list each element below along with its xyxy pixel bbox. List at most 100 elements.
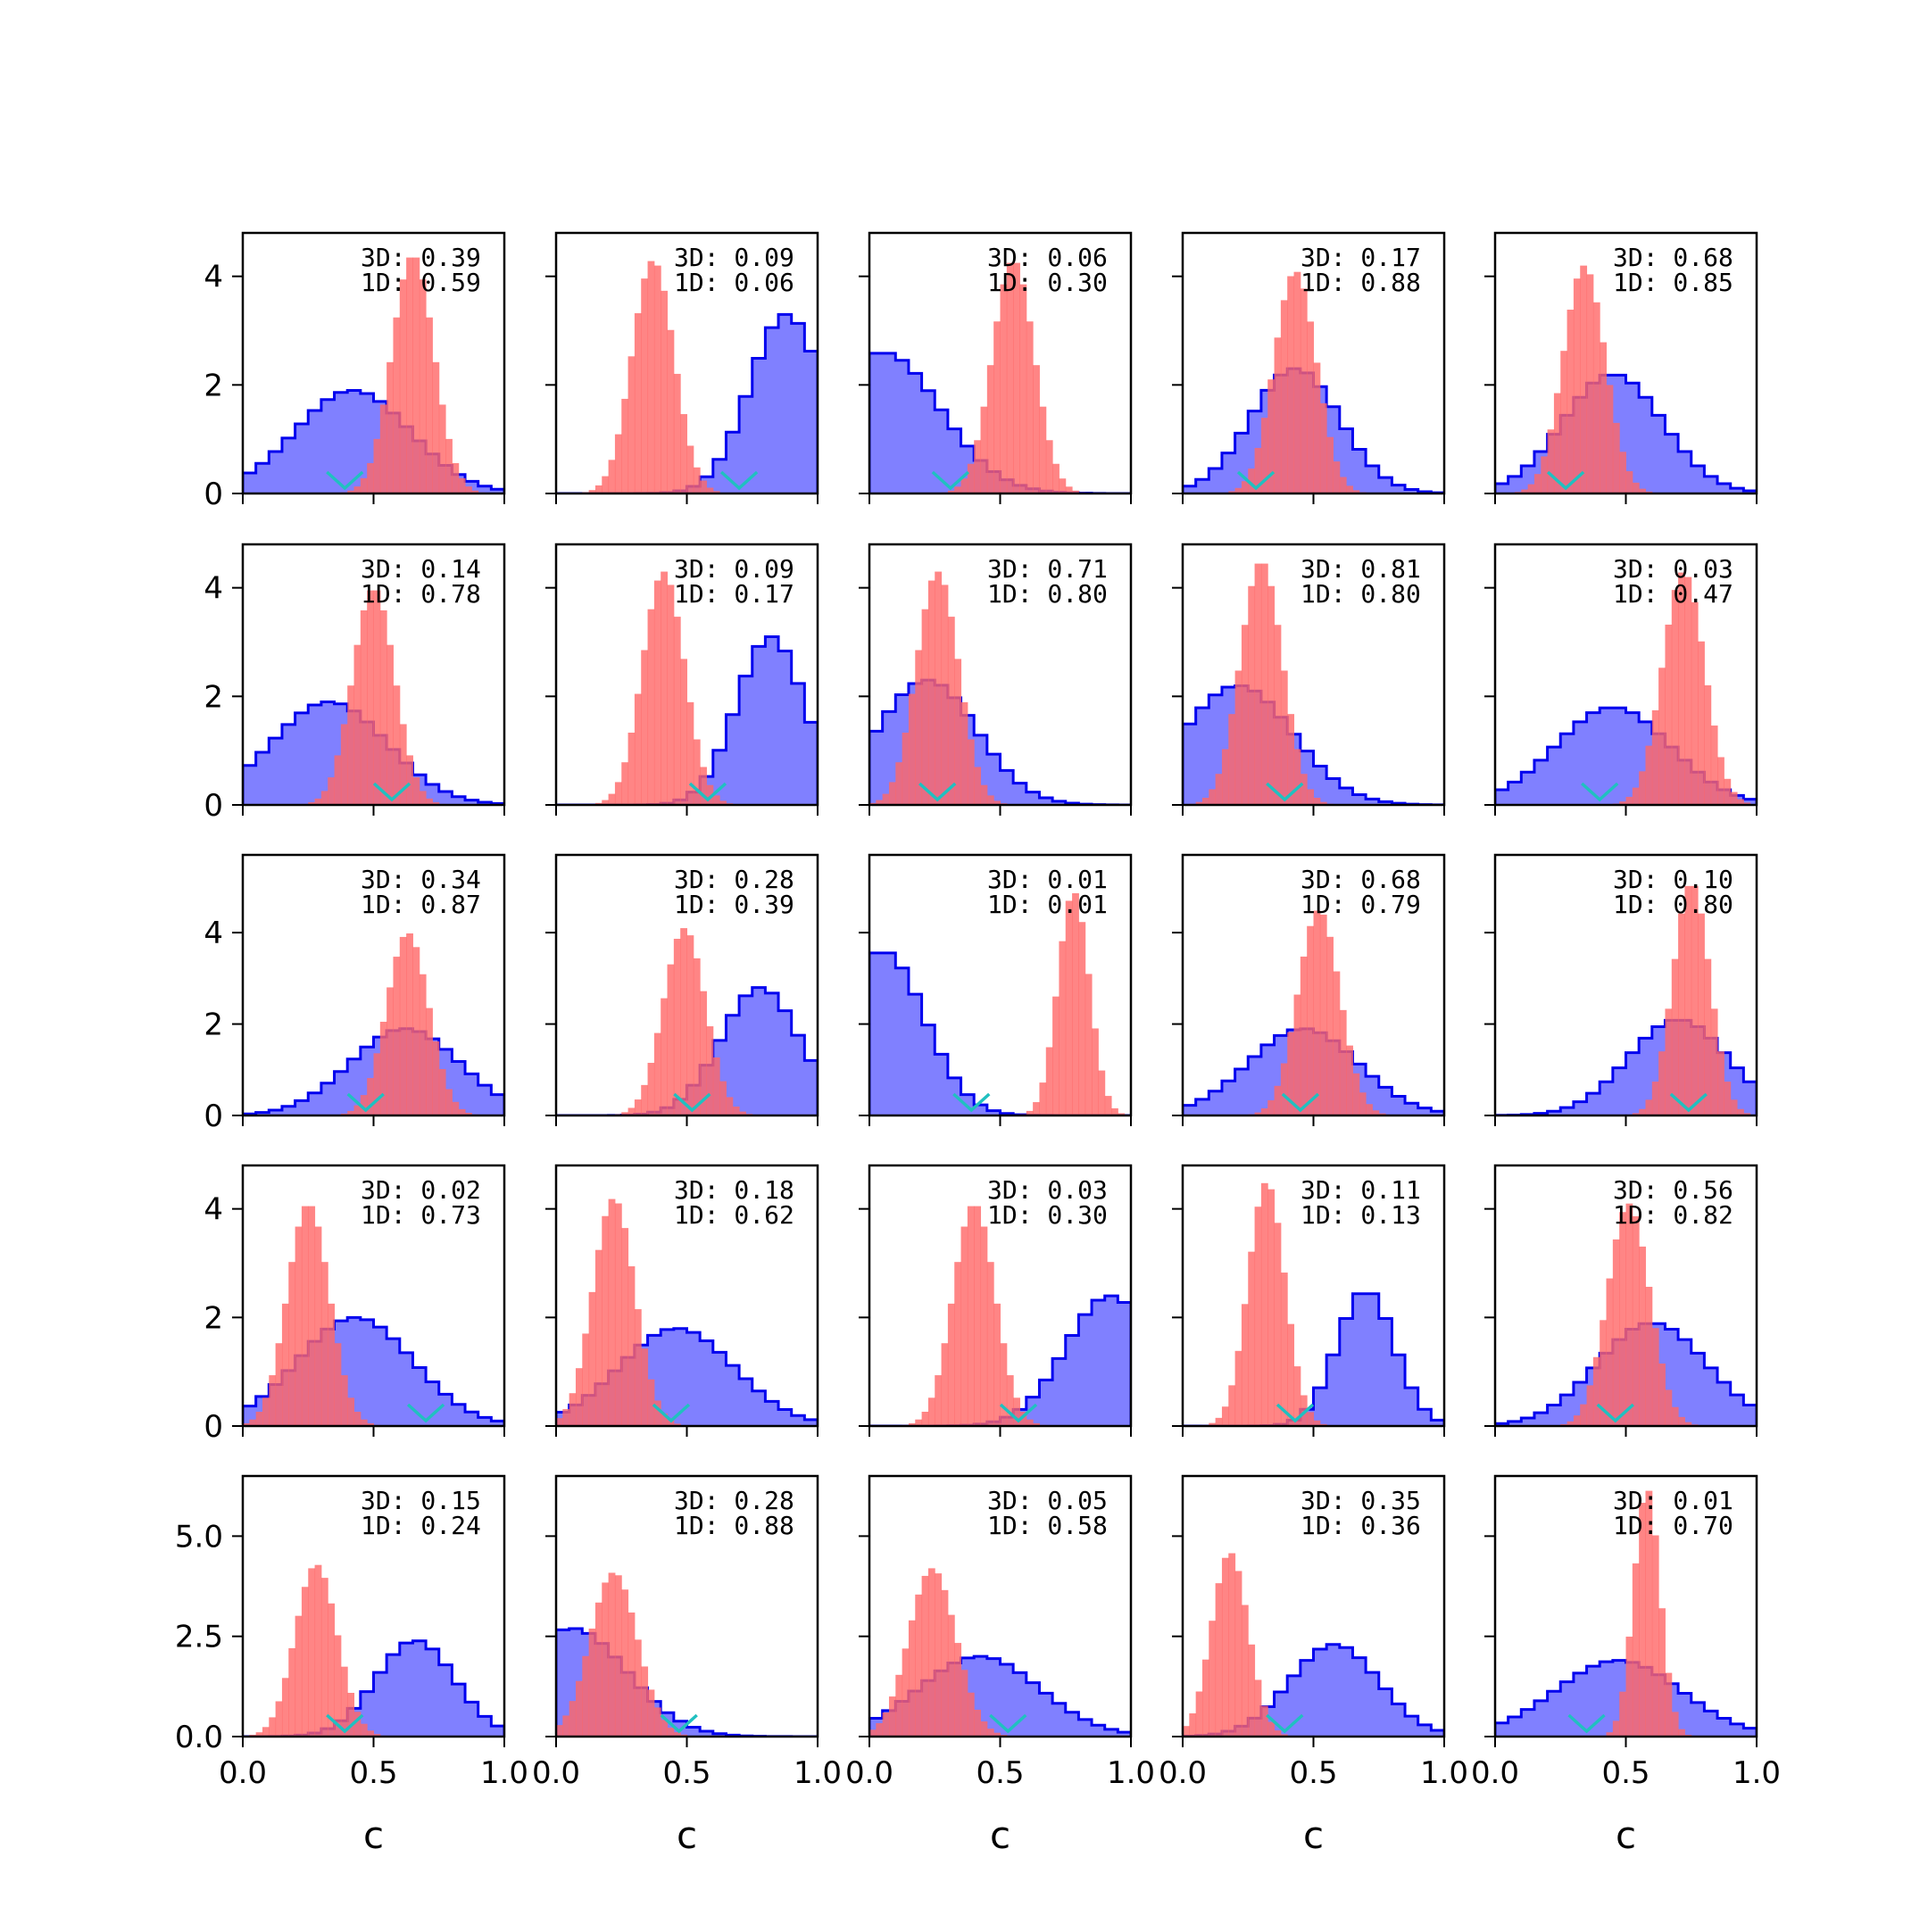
blue-bar: [1534, 1701, 1548, 1737]
blue-bar: [1379, 1318, 1392, 1426]
red-bar: [1731, 792, 1738, 805]
red-bar: [341, 1375, 348, 1426]
red-bar: [628, 356, 636, 493]
annotation-1d: 1D: 0.01: [987, 890, 1108, 919]
y-tick-label: 0: [204, 1099, 223, 1134]
red-bar: [1267, 1722, 1275, 1737]
blue-bar: [1639, 397, 1652, 493]
red-bar: [1340, 1010, 1347, 1115]
blue-bar: [922, 1025, 935, 1115]
blue-bar: [1508, 1717, 1522, 1737]
blue-bar: [452, 1405, 465, 1426]
red-bar: [1314, 910, 1321, 1115]
blue-bar: [778, 1410, 792, 1426]
red-bar: [374, 591, 381, 805]
red-bar: [621, 1589, 628, 1737]
red-bar: [1639, 1247, 1646, 1426]
blue-bar: [778, 1011, 792, 1115]
blue-bar: [1352, 1294, 1366, 1426]
y-tick-label: 0.0: [175, 1720, 223, 1755]
red-bar: [1652, 1082, 1659, 1115]
blue-bar: [1691, 466, 1705, 493]
blue-bar: [895, 968, 909, 1115]
red-bar: [321, 1262, 328, 1426]
red-bar: [420, 974, 427, 1115]
red-bar: [1287, 1324, 1294, 1426]
blue-bar: [321, 1083, 335, 1115]
red-bar: [961, 702, 968, 805]
annotation-1d: 1D: 0.79: [1301, 890, 1421, 919]
blue-bar: [1691, 1703, 1705, 1737]
red-bar: [1633, 1563, 1640, 1737]
red-bar: [981, 407, 988, 493]
blue-bar: [1704, 1368, 1717, 1426]
blue-bar: [1352, 794, 1366, 805]
red-bar: [1645, 746, 1652, 805]
red-bar: [915, 651, 922, 805]
blue-bar: [1392, 1704, 1405, 1737]
red-bar: [895, 1675, 902, 1737]
red-bar: [935, 1573, 942, 1737]
red-bar: [1039, 407, 1046, 493]
blue-bar: [726, 715, 739, 805]
blue-bar: [1548, 747, 1561, 805]
annotation-1d: 1D: 0.82: [1613, 1200, 1733, 1230]
x-axis-label: c: [1616, 1813, 1636, 1857]
blue-bar: [1379, 477, 1392, 493]
red-bar: [1275, 625, 1282, 805]
annotation-1d: 1D: 0.06: [674, 268, 794, 297]
red-bar: [1704, 685, 1711, 805]
blue-bar: [778, 314, 792, 493]
red-bar: [1607, 1279, 1614, 1426]
red-bar: [1672, 1407, 1679, 1426]
red-bar: [595, 485, 602, 493]
red-bar: [276, 1701, 283, 1737]
red-bar: [719, 1082, 727, 1115]
blue-bar: [1026, 1683, 1040, 1737]
blue-bar: [1352, 449, 1366, 493]
red-bar: [1580, 1405, 1587, 1426]
blue-bar: [1340, 1647, 1353, 1737]
red-bar: [928, 1397, 935, 1426]
red-bar: [1235, 1571, 1242, 1737]
blue-bar: [1340, 788, 1353, 805]
panel-content: [243, 1206, 505, 1426]
red-bar: [615, 1575, 622, 1737]
red-bar: [439, 1069, 446, 1115]
red-bar: [1548, 429, 1555, 493]
red-bar: [1228, 1554, 1235, 1737]
red-bar: [1607, 385, 1614, 493]
blue-bar: [1340, 1318, 1353, 1426]
annotation-1d: 1D: 0.30: [987, 268, 1108, 297]
blue-bar: [1078, 1720, 1092, 1737]
blue-bar: [282, 725, 295, 805]
blue-bar: [491, 1726, 504, 1737]
red-bar: [987, 795, 994, 805]
red-bar: [1698, 642, 1705, 805]
x-tick-label: 0.0: [219, 1755, 267, 1791]
blue-bar: [465, 1412, 478, 1426]
blue-bar: [452, 1684, 465, 1737]
red-bar: [361, 1724, 368, 1737]
red-bar: [1678, 914, 1685, 1115]
red-bar: [1711, 1008, 1718, 1115]
red-bar: [968, 740, 975, 805]
red-bar: [1307, 321, 1314, 493]
red-bar: [726, 1097, 733, 1115]
blue-bar: [1560, 1682, 1574, 1737]
red-bar: [680, 659, 687, 805]
red-bar: [420, 279, 427, 493]
red-bar: [1033, 1102, 1040, 1115]
red-bar: [909, 694, 916, 805]
annotation-1d: 1D: 0.39: [674, 890, 794, 919]
blue-bar: [1743, 1405, 1757, 1426]
blue-bar: [804, 1060, 818, 1115]
blue-bar: [765, 1401, 778, 1426]
red-bar: [922, 609, 929, 805]
annotation-1d: 1D: 0.62: [674, 1200, 794, 1230]
red-bar: [928, 581, 935, 805]
red-bar: [654, 266, 661, 493]
blue-bar: [1066, 1712, 1079, 1737]
